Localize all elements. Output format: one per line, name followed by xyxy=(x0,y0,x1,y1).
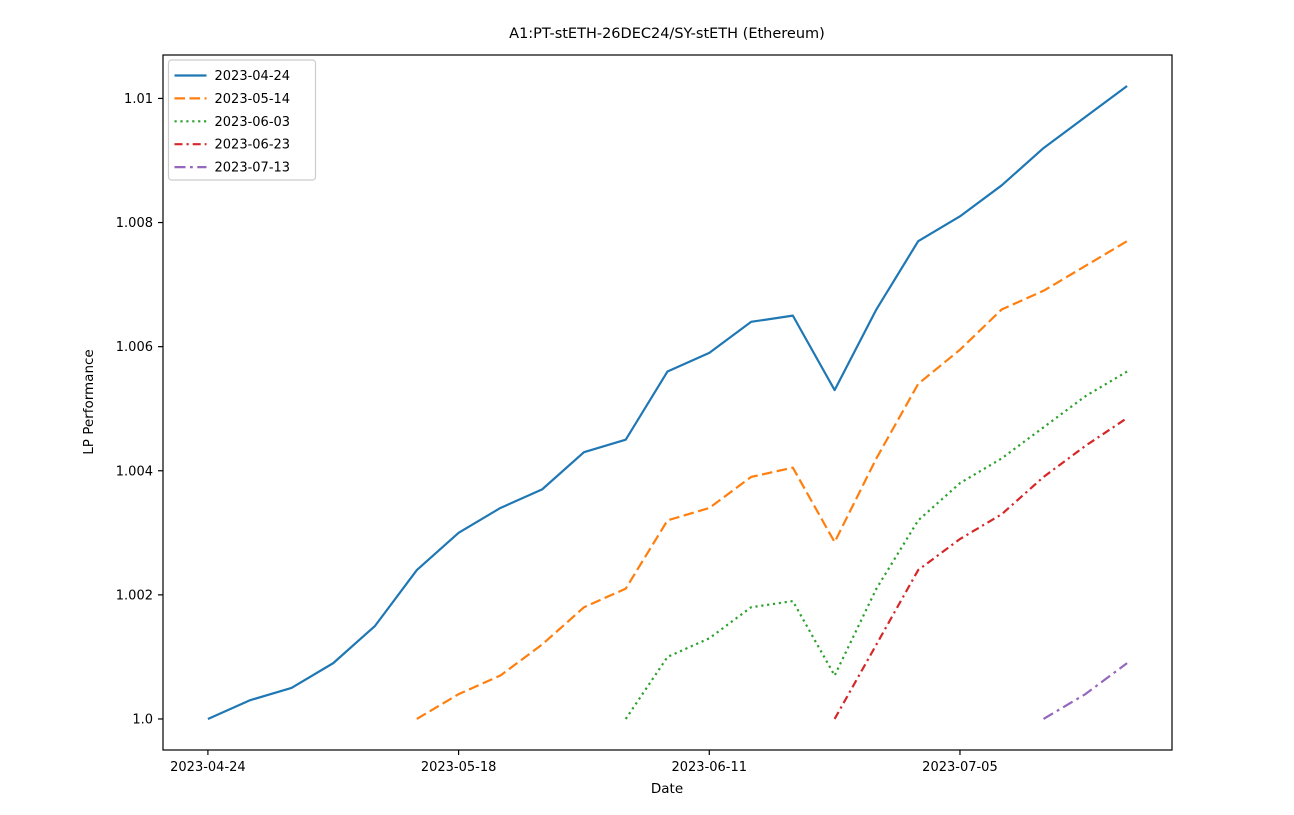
legend: 2023-04-24 2023-05-14 2023-06-03 2023-06-23… xyxy=(167,59,317,181)
legend-label-2023-07-13: 2023-07-13 xyxy=(215,161,291,176)
legend-label-2023-04-24: 2023-04-24 xyxy=(215,69,291,84)
series-line-2023-04-24 xyxy=(207,85,1128,720)
series-line-2023-06-03 xyxy=(624,370,1128,720)
x-tick-label: 2023-05-18 xyxy=(421,760,497,775)
y-tick-label: 1.002 xyxy=(116,588,153,603)
x-tick-label: 2023-04-24 xyxy=(170,760,246,775)
x-axis-label: Date xyxy=(651,781,683,797)
y-tick-label: 1.004 xyxy=(116,464,153,479)
x-tick-label: 2023-07-05 xyxy=(922,760,998,775)
legend-label-2023-05-14: 2023-05-14 xyxy=(215,92,291,107)
legend-label-2023-06-23: 2023-06-23 xyxy=(215,138,291,153)
series-line-2023-05-14 xyxy=(416,240,1128,720)
chart-title: A1:PT-stETH-26DEC24/SY-stETH (Ethereum) xyxy=(509,26,825,42)
legend-label-2023-06-03: 2023-06-03 xyxy=(215,115,291,130)
series-line-2023-07-13 xyxy=(1042,662,1128,720)
y-tick-label: 1.01 xyxy=(124,92,153,107)
y-tick-label: 1.006 xyxy=(116,340,153,355)
series-line-2023-06-23 xyxy=(833,417,1128,720)
axes-spines xyxy=(162,54,1173,751)
y-tick-label: 1.008 xyxy=(116,216,153,231)
ticks-layer: 2023-04-24 2023-05-18 2023-06-11 2023-07-05… xyxy=(116,92,998,775)
series-layer xyxy=(207,85,1128,720)
legend-frame xyxy=(167,59,317,181)
x-tick-label: 2023-06-11 xyxy=(671,760,747,775)
plot-area xyxy=(163,55,1172,750)
y-axis-label: LP Performance xyxy=(81,349,97,455)
y-tick-label: 1.0 xyxy=(132,712,153,727)
